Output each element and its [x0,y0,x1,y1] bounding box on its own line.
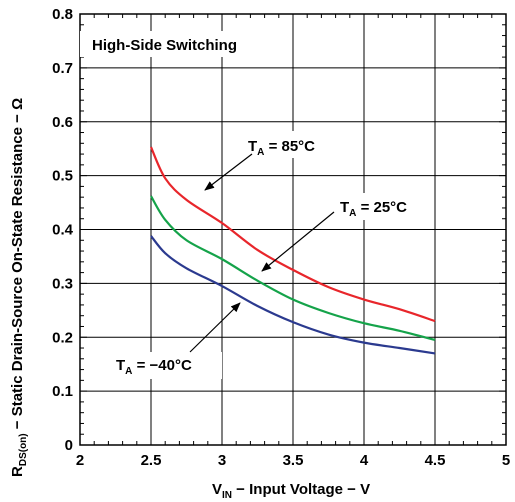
x-tick-labels: 2 2.5 3 3.5 4 4.5 5 [76,452,510,469]
x-tick-label: 4.5 [425,452,446,469]
y-tick-label: 0.5 [52,168,73,185]
x-tick-label: 2 [76,452,84,469]
series-label-1: TA = 25°C [340,199,407,219]
y-tick-label: 0.4 [52,222,74,239]
x-tick-label: 2.5 [141,452,162,469]
annotation-box [238,131,350,158]
y-tick-label: 0 [65,437,73,454]
series-annotations: TA = 85°C TA = 25°C TA = −40°C [106,131,434,379]
x-axis-label: VIN − Input Voltage − V [212,481,370,501]
gridlines [80,14,506,445]
tick-marks [79,13,507,446]
y-tick-labels: 0 0.1 0.2 0.3 0.4 0.5 0.6 0.7 0.8 [52,6,74,454]
x-tick-label: 3.5 [283,452,304,469]
chart-title: High-Side Switching [92,37,237,54]
y-tick-label: 0.7 [52,60,73,77]
x-tick-label: 3 [218,452,226,469]
annotation-box [330,193,434,220]
x-tick-label: 5 [502,452,510,469]
series-line-1 [150,195,436,342]
annotation-arrow [189,302,241,353]
annotation-arrow [204,153,253,191]
y-tick-label: 0.8 [52,6,73,23]
series-label-0: TA = 85°C [248,138,315,158]
y-tick-label: 0.3 [52,275,73,292]
y-tick-label: 0.2 [52,329,73,346]
y-tick-label: 0.6 [52,114,73,131]
title-box [80,31,268,57]
series-line-2 [150,235,436,355]
y-axis-label: RDS(on) − Static Drain-Source On-State R… [9,98,29,477]
annotation-box [106,352,222,379]
x-tick-label: 4 [360,452,369,469]
series-label-2: TA = −40°C [116,357,192,377]
y-tick-label: 0.1 [52,383,73,400]
annotation-arrow [261,211,335,272]
